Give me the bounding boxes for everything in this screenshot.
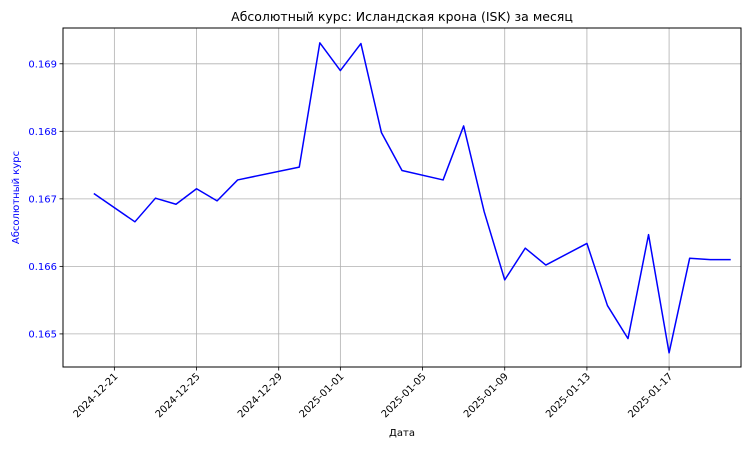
series-line bbox=[93, 42, 731, 354]
y-tick-label: 0.166 bbox=[28, 262, 57, 273]
y-tick-label: 0.168 bbox=[28, 127, 57, 138]
y-axis-label: Абсолютный курс bbox=[11, 151, 22, 244]
y-tick-label: 0.167 bbox=[28, 194, 57, 205]
plot-lines bbox=[93, 42, 731, 354]
plot-frame bbox=[62, 27, 742, 368]
x-axis-label: Дата bbox=[389, 428, 415, 439]
y-tick-label: 0.169 bbox=[28, 59, 57, 70]
y-tick-label: 0.165 bbox=[28, 329, 57, 340]
grid bbox=[63, 28, 741, 367]
chart-title: Абсолютный курс: Исландская крона (ISK) … bbox=[231, 9, 573, 24]
